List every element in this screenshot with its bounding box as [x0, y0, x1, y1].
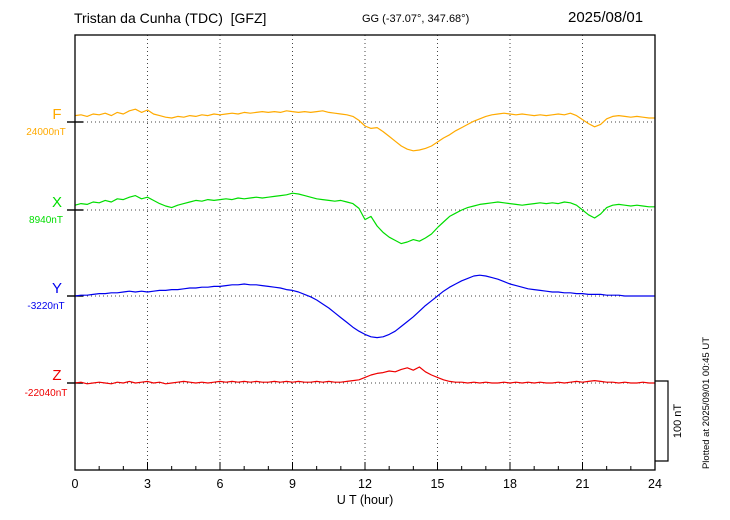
trace-F — [74, 108, 655, 152]
baseline-value-Y: -3220nT — [27, 301, 64, 312]
plotted-at-note: Plotted at 2025/09/01 00:45 UT — [701, 337, 712, 469]
scale-bar-label: 100 nT — [672, 404, 684, 439]
xtick-label-12: 12 — [358, 477, 372, 491]
plot-date: 2025/08/01 — [568, 9, 644, 26]
baseline-value-F: 24000nT — [26, 127, 65, 138]
x-axis-title: U T (hour) — [337, 493, 394, 507]
xtick-label-21: 21 — [576, 477, 590, 491]
xtick-label-6: 6 — [217, 477, 224, 491]
geographic-coords: GG (-37.07°, 347.68°) — [362, 13, 470, 25]
trace-Z — [74, 366, 655, 385]
baseline-value-Z: -22040nT — [25, 388, 68, 399]
station-title: Tristan da Cunha (TDC) [GFZ] — [74, 10, 267, 26]
baseline-value-X: 8940nT — [29, 215, 63, 226]
xtick-label-3: 3 — [144, 477, 151, 491]
trace-Y — [74, 274, 655, 339]
xtick-label-0: 0 — [72, 477, 79, 491]
series-label-X: X — [52, 194, 62, 211]
trace-X — [74, 192, 655, 245]
xtick-label-15: 15 — [431, 477, 445, 491]
plot-frame — [74, 34, 656, 471]
xtick-label-18: 18 — [503, 477, 517, 491]
series-label-Z: Z — [52, 367, 61, 384]
xtick-label-24: 24 — [648, 477, 662, 491]
series-label-Y: Y — [52, 280, 62, 297]
xtick-label-9: 9 — [289, 477, 296, 491]
series-label-F: F — [52, 106, 61, 123]
scale-bracket — [655, 380, 669, 462]
